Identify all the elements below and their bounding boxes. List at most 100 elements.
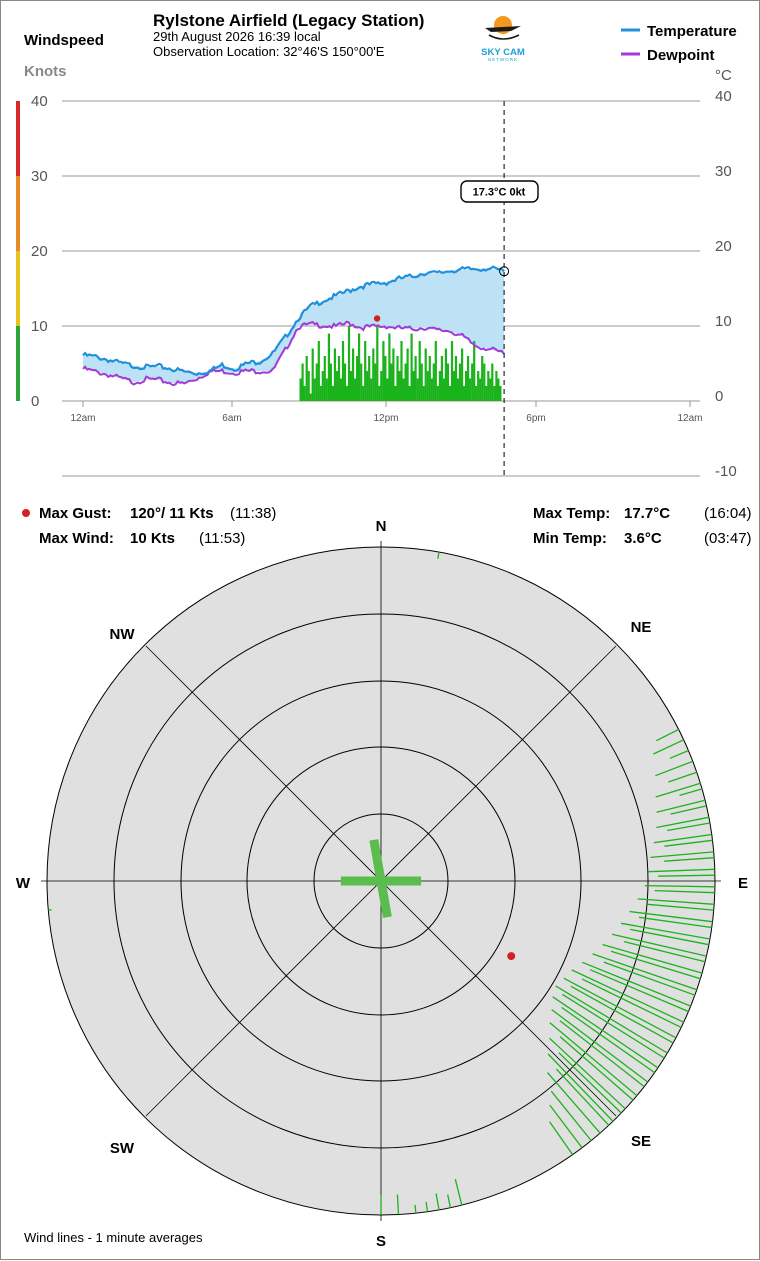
footer-note: Wind lines - 1 minute averages — [24, 1230, 203, 1245]
wind-bar — [471, 364, 473, 402]
wind-bar — [352, 349, 354, 402]
wind-bar — [336, 371, 338, 401]
wind-bar — [433, 364, 435, 402]
wind-bar — [431, 379, 433, 402]
station-title: Rylstone Airfield (Legacy Station) — [153, 11, 424, 30]
right-tick-label: 30 — [715, 163, 732, 180]
wind-bar — [338, 356, 340, 401]
wind-bar — [308, 371, 310, 401]
wind-bar — [437, 386, 439, 401]
observation-location: Observation Location: 32°46'S 150°00'E — [153, 44, 385, 59]
wind-bar — [364, 341, 366, 401]
scale-segment-green — [16, 326, 20, 401]
max-gust-label: Max Gust: — [39, 505, 112, 522]
wind-bar — [360, 364, 362, 402]
cursor-tooltip-text: 17.3°C 0kt — [473, 187, 526, 199]
wind-bar — [495, 371, 497, 401]
compass-n-label: N — [376, 518, 387, 535]
wind-bar — [358, 334, 360, 402]
wind-bar — [425, 349, 427, 402]
wind-bar — [475, 386, 477, 401]
compass-se-label: SE — [631, 1133, 651, 1150]
wind-bar — [366, 371, 368, 401]
wind-bar — [326, 379, 328, 402]
x-axis: 12am 6am 12pm 6pm 12am — [70, 401, 702, 424]
compass-s-label: S — [376, 1233, 386, 1250]
wind-bar — [370, 379, 372, 402]
wind-bar — [411, 334, 413, 402]
wind-bar — [447, 364, 449, 402]
wind-bar — [463, 386, 465, 401]
wind-bar — [356, 356, 358, 401]
right-tick-label: 20 — [715, 238, 732, 255]
legend-temperature-label: Temperature — [647, 23, 737, 40]
left-tick-label: 20 — [31, 243, 48, 260]
wind-bar — [388, 334, 390, 402]
wind-bar — [376, 326, 378, 401]
min-temp-value: 3.6°C — [624, 530, 662, 547]
wind-bar — [374, 364, 376, 402]
logo-subtext: NETWORK — [488, 57, 518, 62]
wind-bar — [378, 386, 380, 401]
wind-bar — [421, 364, 423, 402]
rose-gust-marker — [507, 952, 515, 960]
wind-bar — [491, 364, 493, 402]
wind-bar — [390, 364, 392, 402]
max-wind-label: Max Wind: — [39, 530, 114, 547]
max-gust-marker — [374, 315, 380, 321]
wind-bar — [312, 349, 314, 402]
wind-bar — [439, 371, 441, 401]
x-tick-label: 12am — [70, 413, 95, 424]
wind-bar — [340, 379, 342, 402]
wind-bar — [415, 356, 417, 401]
min-temp-time: (03:47) — [704, 530, 752, 547]
x-tick-label: 12pm — [373, 413, 398, 424]
wind-bar — [400, 341, 402, 401]
wind-bar — [398, 371, 400, 401]
wind-bar — [499, 386, 501, 401]
wind-bar — [485, 386, 487, 401]
wind-bar — [346, 386, 348, 401]
wind-bar — [483, 364, 485, 402]
stats-panel: Max Gust: 120°/ 11 Kts (11:38) Max Wind:… — [22, 505, 752, 547]
wind-bar — [465, 371, 467, 401]
wind-bar — [402, 379, 404, 402]
compass-w-label: W — [16, 875, 31, 892]
right-tick-label: -10 — [715, 463, 737, 480]
x-tick-label: 6am — [222, 413, 241, 424]
wind-bar — [384, 356, 386, 401]
wind-bar — [469, 379, 471, 402]
wind-bar — [481, 356, 483, 401]
x-tick-label: 12am — [677, 413, 702, 424]
min-temp-label: Min Temp: — [533, 530, 607, 547]
wind-bar — [394, 386, 396, 401]
wind-bar — [322, 371, 324, 401]
rose-spoke — [415, 1205, 416, 1213]
right-tick-label: 10 — [715, 313, 732, 330]
sky-cam-logo: SKY CAM NETWORK — [481, 16, 525, 62]
left-tick-label: 0 — [31, 393, 39, 410]
scale-segment-orange — [16, 176, 20, 251]
wind-bar — [405, 364, 407, 402]
wind-bar — [314, 379, 316, 402]
compass-e-label: E — [738, 875, 748, 892]
wind-bar — [451, 341, 453, 401]
wind-bar — [441, 356, 443, 401]
compass-ne-label: NE — [631, 619, 652, 636]
wind-bar — [350, 371, 352, 401]
wind-bar — [497, 379, 499, 402]
wind-bar — [344, 364, 346, 402]
knots-axis-unit: Knots — [24, 63, 67, 80]
wind-bar — [318, 341, 320, 401]
wind-bar — [435, 341, 437, 401]
wind-bar — [443, 379, 445, 402]
wind-bar — [310, 394, 312, 402]
wind-bar — [354, 379, 356, 402]
wind-bar — [380, 371, 382, 401]
wind-bar — [477, 371, 479, 401]
celsius-axis-unit: °C — [715, 67, 732, 84]
wind-bar — [334, 349, 336, 402]
wind-bar — [342, 341, 344, 401]
scale-segment-red — [16, 101, 20, 176]
